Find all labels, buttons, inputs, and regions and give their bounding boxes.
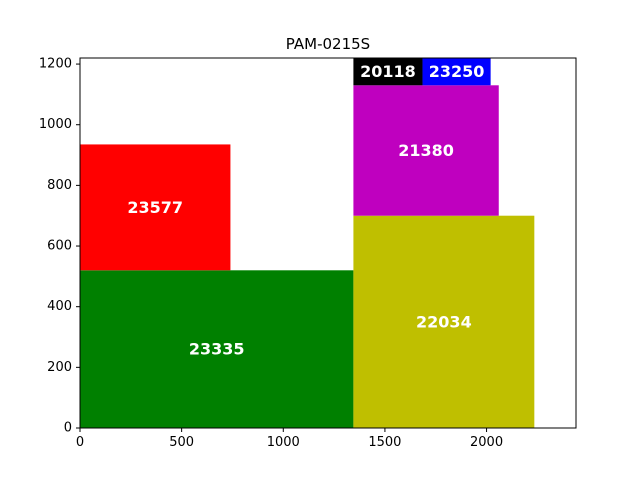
rectangles-layer: 23335 23577 22034 21380 20118 23250 <box>80 58 535 428</box>
rect-label-21380: 21380 <box>398 141 454 160</box>
y-tick-label-1000: 1000 <box>39 117 72 132</box>
y-tick-label-1200: 1200 <box>39 57 72 72</box>
rect-22034 <box>353 215 535 428</box>
rect-20118 <box>353 58 423 86</box>
rect-label-22034: 22034 <box>416 312 472 331</box>
y-tick-label-200: 200 <box>47 360 72 375</box>
chart-title: PAM-0215S <box>286 35 370 53</box>
plot-frame <box>79 57 577 429</box>
y-tick-label-0: 0 <box>64 421 72 436</box>
rect-23577 <box>80 144 231 271</box>
x-tick-label-1000: 1000 <box>267 435 300 450</box>
rect-label-23250: 23250 <box>429 62 485 81</box>
rect-23335 <box>80 270 354 428</box>
rect-label-23577: 23577 <box>127 198 183 217</box>
y-tick-label-400: 400 <box>47 299 72 314</box>
rect-21380 <box>353 85 499 216</box>
rect-label-20118: 20118 <box>360 62 416 81</box>
x-tick-label-2000: 2000 <box>470 435 503 450</box>
axes-layer: 0 500 1000 1500 2000 0 200 400 600 800 1000 1200 <box>39 57 503 450</box>
y-tick-label-800: 800 <box>47 178 72 193</box>
rect-23250 <box>422 58 491 86</box>
x-tick-label-500: 500 <box>169 435 194 450</box>
rect-label-23335: 23335 <box>189 340 245 359</box>
x-tick-label-0: 0 <box>76 435 84 450</box>
x-tick-label-1500: 1500 <box>368 435 401 450</box>
y-tick-label-600: 600 <box>47 239 72 254</box>
